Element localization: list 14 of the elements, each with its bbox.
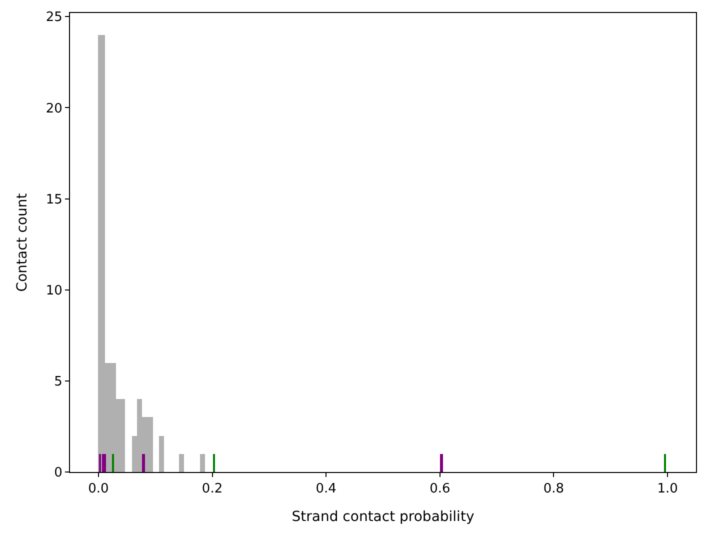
- y-tick-label: 5: [54, 374, 62, 390]
- y-tick-label: 10: [46, 283, 62, 298]
- x-tick-label: 0.6: [430, 482, 450, 497]
- y-tick-label: 15: [46, 192, 62, 208]
- x-tick-label: 0.4: [316, 482, 336, 497]
- x-axis-title: Strand contact probability: [292, 508, 474, 525]
- y-tick-label: 0: [54, 466, 62, 481]
- x-tick-label: 0.8: [543, 482, 564, 497]
- x-tick-label: 1.0: [657, 482, 678, 497]
- y-tick-label: 20: [46, 101, 62, 116]
- x-tick-label: 0.0: [88, 482, 109, 497]
- y-tick-label: 25: [46, 10, 62, 26]
- y-axis-title: Contact count: [14, 192, 30, 292]
- x-tick-label: 0.2: [202, 482, 223, 497]
